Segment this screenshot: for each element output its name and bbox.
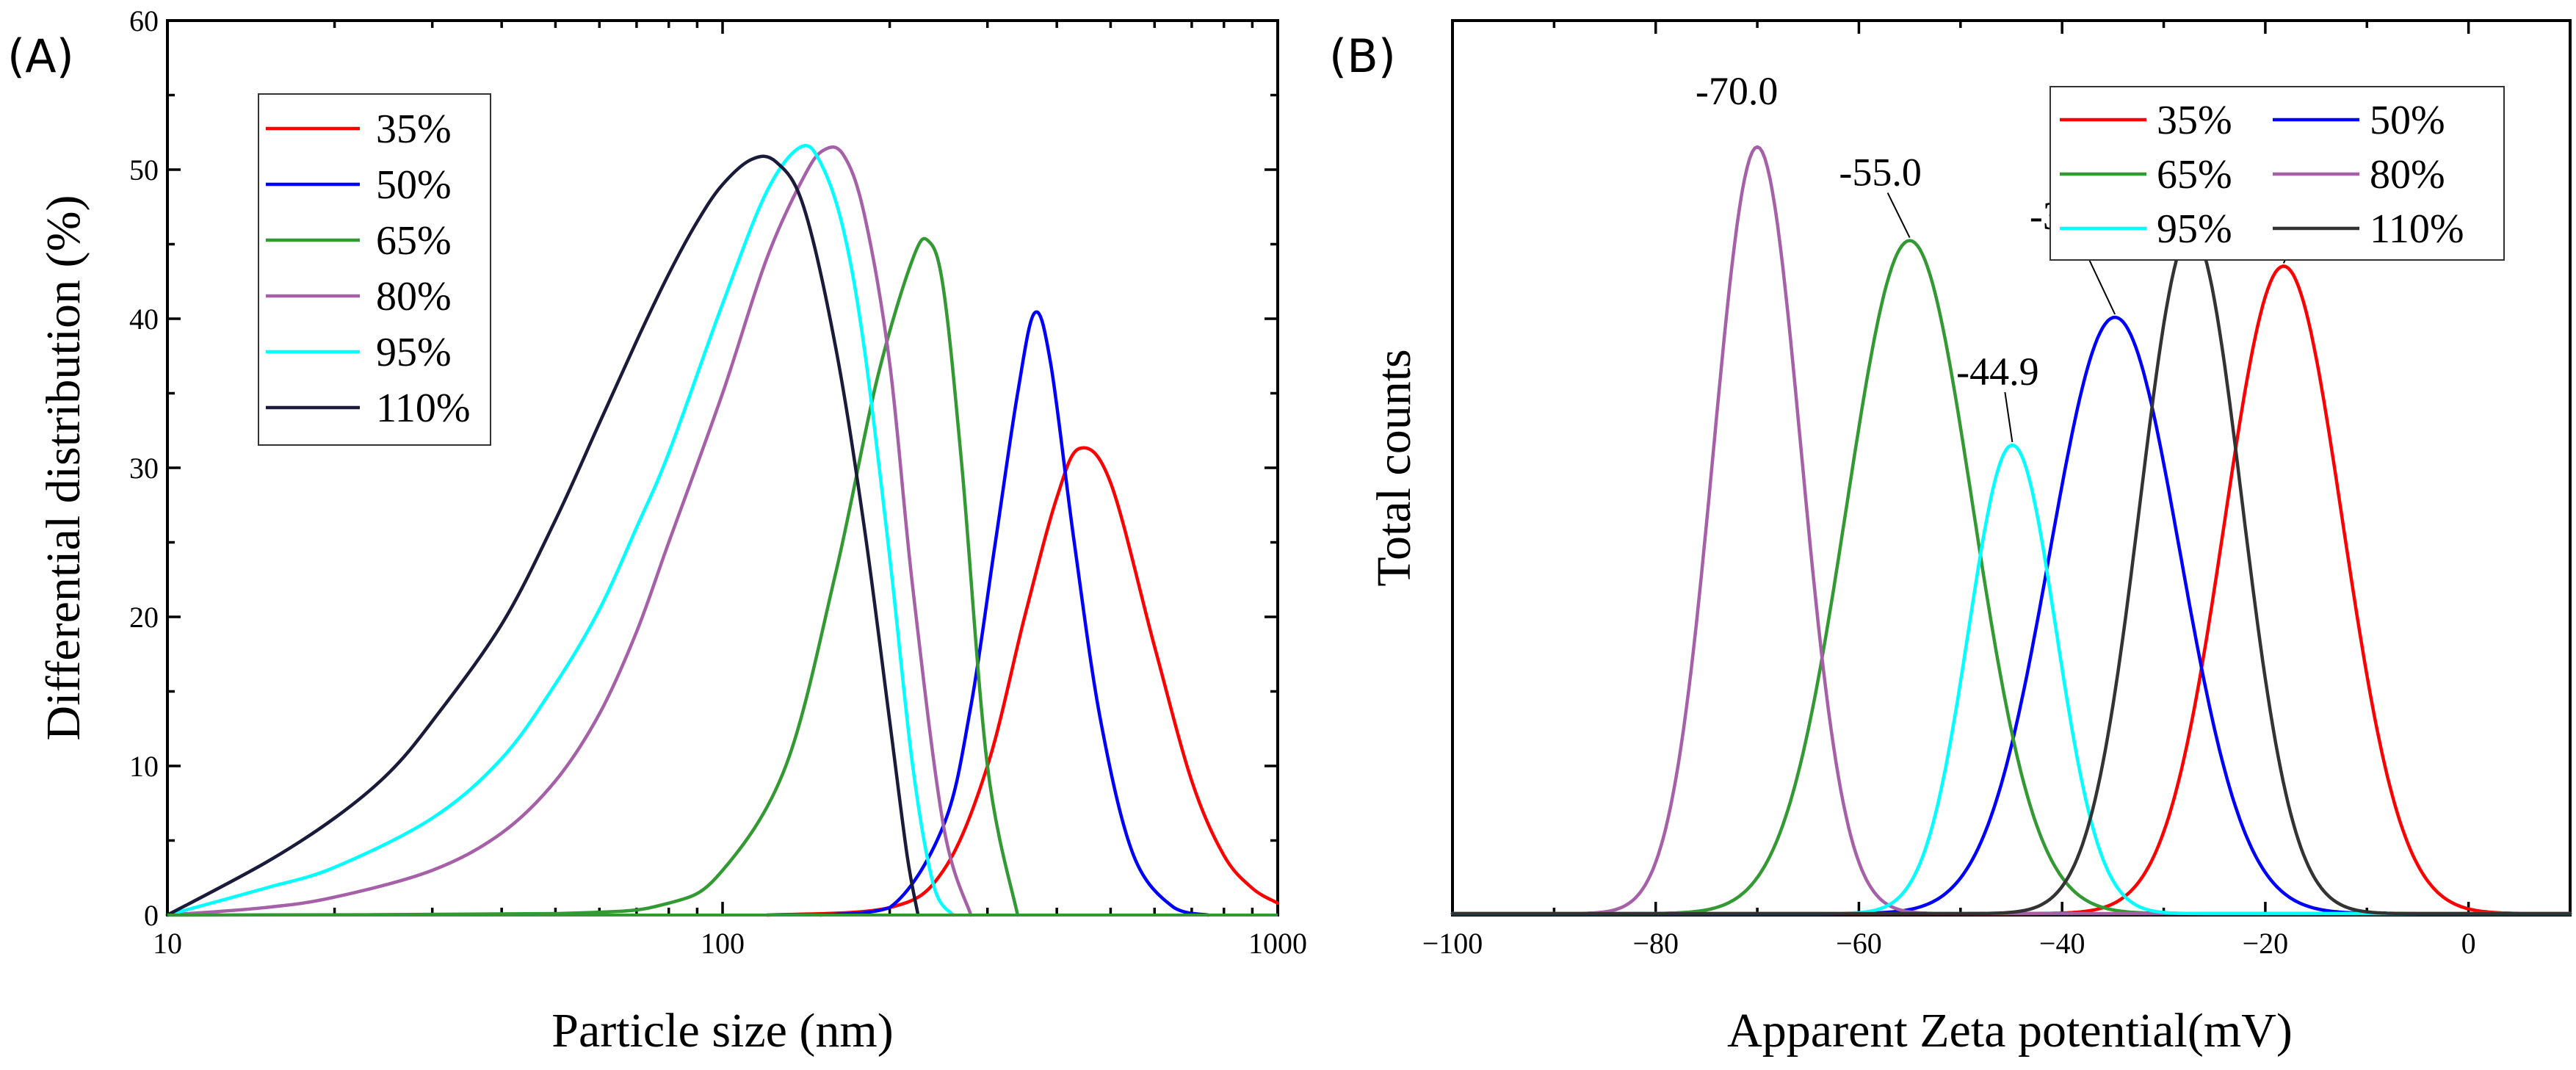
panel-b-legend-label-80: 80% <box>2370 152 2445 198</box>
panel-a-y-axis-title: Differential distribution (%) <box>37 195 90 741</box>
panel-a-legend: 35% 50% 65% 80% 95% 110% <box>266 106 471 431</box>
panel-b-legend: 35% 50% 65% 80% 95% 110% <box>2060 98 2464 252</box>
panel-a-series-110 <box>165 154 920 917</box>
panel-b-legend-label-110: 110% <box>2370 206 2464 252</box>
panel-b-x-tick-label: −40 <box>2039 927 2085 960</box>
panel-b-x-tick-label: −100 <box>1422 927 1483 960</box>
panel-b-x-tick-label: −80 <box>1632 927 1679 960</box>
panel-b-x-tick-label: 0 <box>2461 927 2476 960</box>
panel-b-x-tick-label: −20 <box>2243 927 2289 960</box>
panel-b-peak-leader <box>2004 391 2014 443</box>
panel-b-legend-label-50: 50% <box>2370 98 2445 143</box>
panel-a-series-35 <box>764 446 1280 917</box>
panel-a-series-95 <box>165 143 955 917</box>
panel-a-label: (A) <box>7 29 74 83</box>
panel-b-legend-label-65: 65% <box>2157 152 2232 198</box>
panel-a-y-tick-label: 20 <box>129 601 159 634</box>
panel-a-series-50 <box>818 310 1210 917</box>
panel-b-label: (B) <box>1329 29 1396 83</box>
panel-a-x-tick-label: 10 <box>153 927 182 960</box>
panel-a-legend-label-80: 80% <box>376 274 452 319</box>
panel-a-y-tick-label: 60 <box>129 4 159 37</box>
panel-a-series-65 <box>165 236 1020 917</box>
panel-b-series-95 <box>1450 443 2572 916</box>
panel-a-legend-label-35: 35% <box>376 106 452 152</box>
panel-b-peak-leader <box>1886 192 1911 239</box>
panel-a-y-tick-label: 30 <box>129 452 159 485</box>
panel-a-y-tick-label: 0 <box>144 899 159 932</box>
panel-a-x-tick-label: 100 <box>701 927 745 960</box>
panel-a-curves <box>165 143 1280 917</box>
panel-a-legend-label-95: 95% <box>376 330 452 375</box>
panel-b-series-65 <box>1450 239 2572 916</box>
panel-b-curves <box>1450 145 2572 916</box>
panel-a-series-80 <box>165 145 973 917</box>
panel-a-x-tick-label: 1000 <box>1248 927 1307 960</box>
panel-a-legend-box <box>258 93 491 446</box>
panel-b-legend-label-95: 95% <box>2157 206 2232 252</box>
panel-b-series-110 <box>1450 230 2572 916</box>
panel-b-peak-label: -55.0 <box>1839 151 1921 195</box>
panel-a-legend-label-110: 110% <box>376 386 471 431</box>
panel-a-y-tick-label: 40 <box>129 303 159 336</box>
panel-a-legend-label-50: 50% <box>376 162 452 208</box>
panel-b-y-axis-title: Total counts <box>1367 349 1421 587</box>
panel-b: (B) −100−80−60−40−200 -70.0-55.0-44.9-34… <box>1329 19 2572 1058</box>
panel-b-legend-label-35: 35% <box>2157 98 2232 143</box>
panel-b-peak-label: -70.0 <box>1696 69 1778 113</box>
panel-b-peak-label: -44.9 <box>1956 350 2038 394</box>
panel-a-y-tick-label: 50 <box>129 153 159 187</box>
panel-a-x-axis-title: Particle size (nm) <box>551 1004 893 1058</box>
panel-b-x-tick-label: −60 <box>1836 927 1882 960</box>
panel-b-x-axis-title: Apparent Zeta potential(mV) <box>1727 1004 2293 1058</box>
panel-b-ticks: −100 −80 −60 −40 −20 0 <box>1422 21 2476 960</box>
panel-a-y-tick-label: 10 <box>129 750 159 783</box>
panel-a-legend-label-65: 65% <box>376 218 452 264</box>
panel-b-series-80 <box>1450 145 2572 916</box>
